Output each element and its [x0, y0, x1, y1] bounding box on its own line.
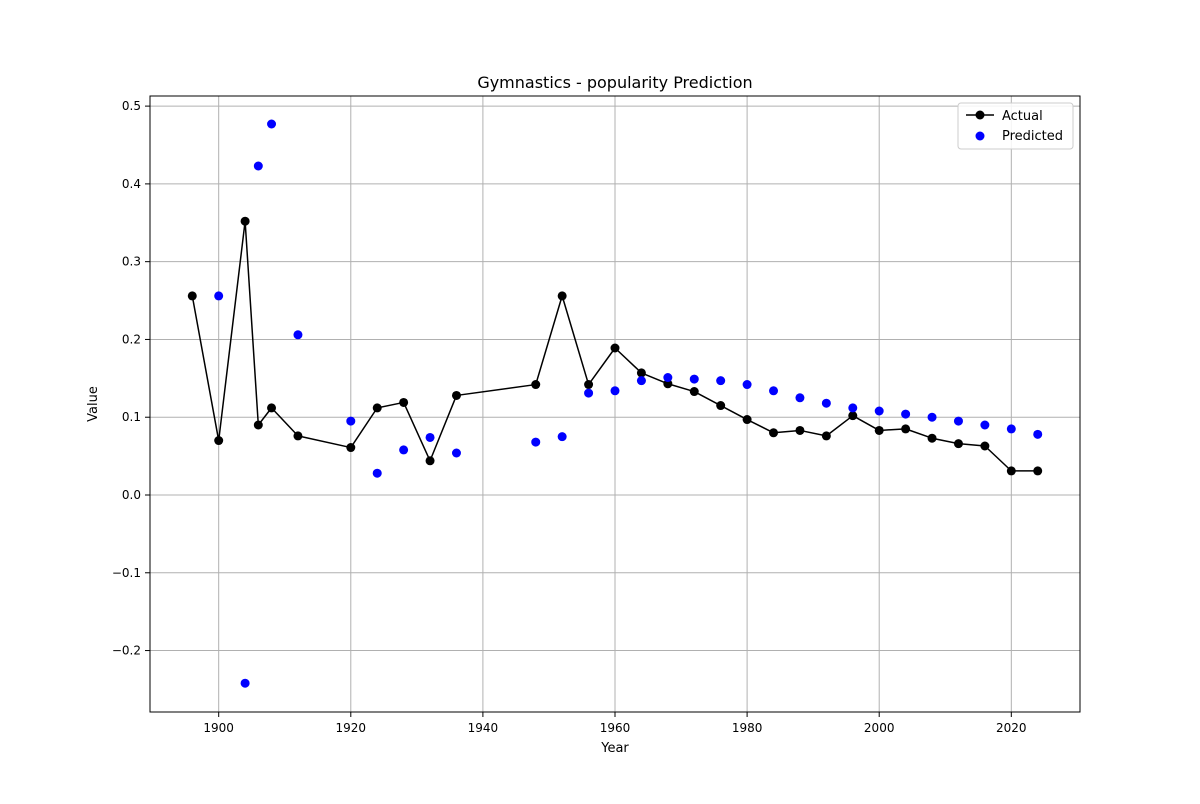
- predicted-data-point: [425, 432, 435, 442]
- actual-data-point: [689, 387, 699, 397]
- y-tick-label: 0.1: [122, 410, 141, 424]
- actual-data-point: [1033, 466, 1043, 476]
- actual-data-point: [187, 291, 197, 301]
- predicted-data-point: [742, 380, 752, 390]
- actual-data-point: [874, 425, 884, 435]
- predicted-data-point: [927, 412, 937, 422]
- predicted-data-point: [689, 374, 699, 384]
- predicted-data-point: [557, 432, 567, 442]
- actual-data-point: [372, 403, 382, 413]
- actual-data-point: [927, 433, 937, 443]
- actual-data-point: [267, 403, 277, 413]
- grid: [150, 96, 1080, 712]
- predicted-data-point: [769, 386, 779, 396]
- predicted-data-point: [372, 468, 382, 478]
- actual-data-point: [848, 411, 858, 421]
- actual-data-point: [716, 401, 726, 411]
- y-axis-label: Value: [86, 386, 101, 422]
- predicted-data-point: [293, 330, 303, 340]
- x-tick-label: 1960: [600, 721, 631, 735]
- predicted-data-point: [716, 376, 726, 386]
- x-tick-label: 1940: [468, 721, 499, 735]
- predicted-data-point: [636, 376, 646, 386]
- y-tick-label: 0.5: [122, 99, 141, 113]
- actual-data-point: [663, 379, 673, 389]
- actual-data-point: [953, 439, 963, 449]
- plot-series: [187, 119, 1043, 688]
- actual-data-point: [451, 390, 461, 400]
- predicted-data-point: [253, 161, 263, 171]
- predicted-data-point: [610, 386, 620, 396]
- predicted-data-point: [346, 416, 356, 426]
- actual-data-point: [240, 216, 250, 226]
- predicted-data-point: [267, 119, 277, 129]
- predicted-data-point: [874, 406, 884, 416]
- actual-data-point: [610, 343, 620, 353]
- predicted-data-point: [901, 409, 911, 419]
- actual-data-point: [253, 420, 263, 430]
- legend-actual-label: Actual: [1002, 109, 1043, 124]
- actual-data-point: [584, 380, 594, 390]
- actual-data-point: [531, 380, 541, 390]
- predicted-data-point: [399, 445, 409, 455]
- legend-predicted-label: Predicted: [1002, 129, 1063, 144]
- predicted-data-point: [848, 403, 858, 413]
- predicted-data-point: [214, 291, 224, 301]
- actual-data-point: [901, 424, 911, 434]
- actual-data-point: [795, 425, 805, 435]
- y-tick-label: −0.1: [112, 566, 141, 580]
- predicted-data-point: [1033, 429, 1043, 439]
- actual-data-point: [1006, 466, 1016, 476]
- actual-data-point: [557, 291, 567, 301]
- y-tick-label: 0.4: [122, 177, 141, 191]
- actual-data-point: [346, 443, 356, 453]
- y-tick-label: 0.0: [122, 488, 141, 502]
- y-tick-label: 0.3: [122, 255, 141, 269]
- actual-data-point: [821, 431, 831, 441]
- x-tick-label: 1900: [203, 721, 234, 735]
- x-tick-label: 2020: [996, 721, 1027, 735]
- actual-data-point: [980, 441, 990, 451]
- predicted-data-point: [795, 393, 805, 403]
- y-tick-label: −0.2: [112, 644, 141, 658]
- legend: Actual Predicted: [957, 102, 1074, 150]
- actual-data-point: [636, 368, 646, 378]
- predicted-data-point: [240, 678, 250, 688]
- actual-data-point: [425, 456, 435, 466]
- x-axis-ticks: 1900 1920 1940 1960 1980 2000 2020: [203, 712, 1027, 735]
- legend-actual-marker: [975, 110, 985, 120]
- predicted-data-point: [1006, 424, 1016, 434]
- actual-data-point: [293, 431, 303, 441]
- predicted-data-point: [663, 373, 673, 383]
- x-axis-label: Year: [600, 741, 629, 756]
- chart-title: Gymnastics - popularity Prediction: [477, 73, 752, 92]
- actual-data-point: [769, 428, 779, 438]
- y-tick-label: 0.2: [122, 332, 141, 346]
- x-tick-label: 2000: [864, 721, 895, 735]
- predicted-data-point: [451, 448, 461, 458]
- actual-data-point: [214, 436, 224, 446]
- predicted-data-point: [980, 420, 990, 430]
- actual-data-point: [742, 415, 752, 425]
- predicted-data-point: [821, 398, 831, 408]
- predicted-data-point: [531, 437, 541, 447]
- x-tick-label: 1980: [732, 721, 763, 735]
- predicted-data-point: [953, 416, 963, 426]
- predicted-data-point: [584, 388, 594, 398]
- legend-predicted-marker: [975, 131, 985, 141]
- actual-data-point: [399, 397, 409, 407]
- x-tick-label: 1920: [336, 721, 367, 735]
- y-axis-ticks: −0.2 −0.1 0.0 0.1 0.2 0.3 0.4 0.5: [112, 99, 150, 658]
